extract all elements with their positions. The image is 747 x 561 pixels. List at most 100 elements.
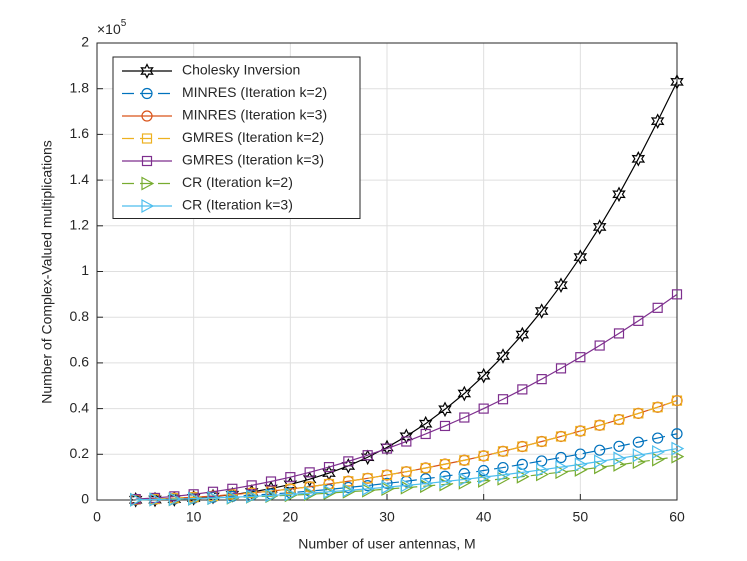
marker — [497, 461, 509, 474]
marker — [141, 155, 153, 167]
legend-label: Cholesky Inversion — [182, 62, 300, 78]
series-line — [135, 293, 678, 500]
legend-label: GMRES (Iteration k=3) — [182, 152, 324, 168]
marker — [420, 462, 431, 474]
marker — [671, 449, 685, 464]
marker — [632, 455, 646, 470]
marker — [554, 277, 568, 294]
plot-frame — [96, 42, 678, 501]
marker — [168, 492, 182, 507]
y-tick-label: 0.8 — [70, 308, 90, 324]
series-line — [135, 400, 678, 501]
y-tick-label: 1.6 — [70, 125, 90, 141]
marker — [573, 249, 588, 265]
marker — [206, 488, 220, 505]
y-tick-label: 0.6 — [70, 354, 90, 370]
legend-label: GMRES (Iteration k=2) — [182, 129, 324, 145]
marker — [141, 133, 153, 144]
marker — [246, 480, 257, 491]
marker — [420, 476, 433, 491]
marker — [130, 492, 143, 507]
marker — [650, 113, 665, 129]
marker — [631, 151, 646, 167]
marker — [188, 491, 201, 506]
marker — [343, 476, 354, 487]
marker — [652, 452, 665, 467]
marker — [285, 472, 296, 483]
marker — [652, 445, 665, 460]
marker — [304, 486, 317, 501]
marker — [265, 488, 279, 503]
marker — [342, 483, 356, 498]
y-tick-label: 0.4 — [70, 399, 90, 415]
x-tick-label: 20 — [283, 509, 299, 525]
marker — [497, 446, 509, 457]
marker — [438, 401, 452, 418]
marker — [652, 402, 663, 413]
marker — [574, 457, 588, 472]
marker — [478, 470, 491, 485]
marker — [497, 467, 511, 482]
marker — [381, 443, 393, 454]
marker — [497, 394, 509, 405]
marker — [304, 467, 315, 478]
marker — [226, 490, 240, 505]
marker — [128, 491, 143, 508]
y-tick-label: 1.2 — [70, 217, 90, 233]
marker — [380, 439, 394, 456]
marker — [613, 440, 625, 452]
marker — [555, 363, 567, 374]
marker — [478, 403, 489, 414]
marker — [594, 420, 605, 431]
marker — [517, 384, 528, 395]
marker — [652, 302, 663, 313]
marker — [362, 481, 375, 496]
marker — [399, 428, 414, 445]
x-tick-label: 40 — [476, 509, 492, 525]
y-axis-label: Number of Complex-Valued multiplications — [39, 140, 55, 404]
marker — [439, 420, 451, 432]
marker — [652, 432, 664, 444]
marker — [671, 289, 683, 300]
x-tick-label: 10 — [186, 509, 202, 525]
y-tick-label: 2 — [81, 34, 89, 50]
marker — [633, 408, 644, 419]
marker — [148, 491, 162, 508]
y-tick-label: 1.8 — [70, 79, 90, 95]
marker — [613, 328, 625, 339]
y-tick-label: 0.2 — [70, 445, 90, 461]
marker — [439, 474, 453, 489]
marker — [534, 303, 549, 319]
marker — [476, 367, 491, 384]
y-exponent: ×105 — [97, 18, 127, 37]
marker — [633, 315, 644, 326]
marker — [594, 340, 605, 351]
marker — [457, 385, 472, 402]
marker — [670, 74, 684, 90]
marker — [246, 489, 259, 504]
marker — [381, 480, 395, 495]
marker — [323, 461, 335, 473]
x-tick-label: 0 — [93, 509, 101, 525]
y-tick-label: 1.4 — [70, 171, 90, 187]
marker — [360, 449, 375, 466]
marker — [362, 473, 373, 484]
marker — [400, 478, 414, 493]
marker — [555, 431, 567, 442]
marker — [381, 469, 393, 481]
marker — [401, 436, 412, 447]
marker — [515, 326, 530, 343]
marker — [516, 465, 530, 480]
marker — [420, 428, 431, 440]
marker — [418, 415, 433, 432]
marker — [575, 352, 586, 363]
marker — [517, 441, 528, 452]
legend-label: CR (Iteration k=2) — [182, 174, 293, 190]
series-line — [135, 447, 678, 501]
marker — [555, 460, 569, 475]
legend-label: MINRES (Iteration k=2) — [182, 84, 327, 100]
marker — [592, 219, 607, 235]
exponent-power: 5 — [121, 18, 127, 29]
marker — [362, 450, 373, 461]
